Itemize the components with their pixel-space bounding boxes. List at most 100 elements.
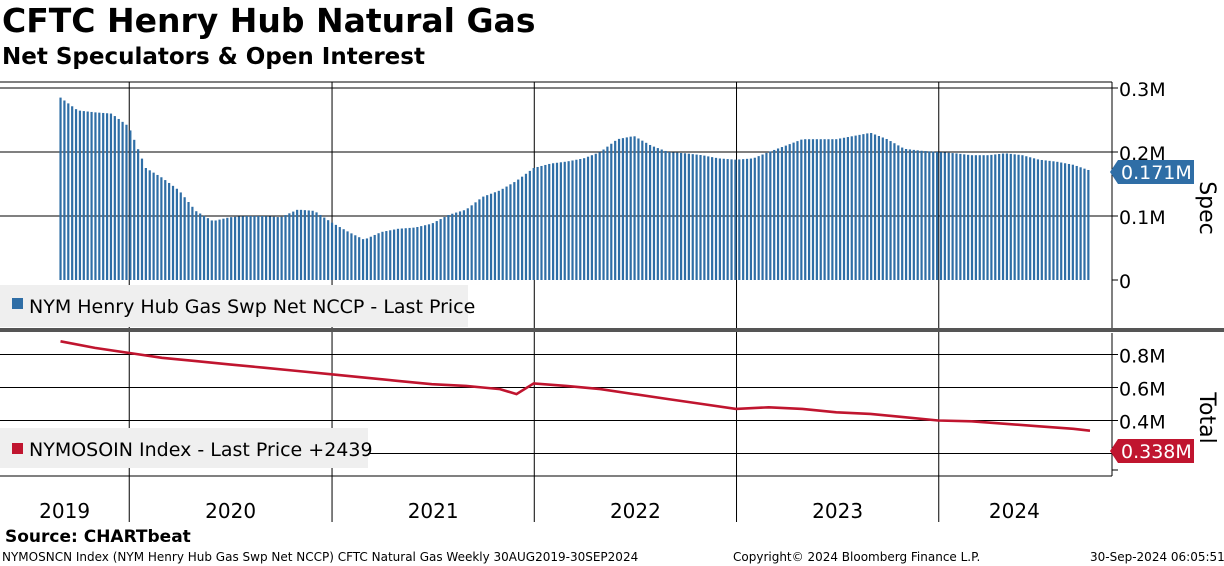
x-tick-label: 2022 — [610, 499, 661, 523]
spec-bar — [202, 215, 206, 280]
spec-bar — [210, 220, 213, 280]
spec-bar — [796, 141, 799, 280]
spec-bar — [133, 139, 136, 280]
spec-bar — [815, 139, 818, 280]
spec-bar — [218, 219, 221, 280]
spec-bar — [757, 156, 760, 280]
spec-bar — [206, 218, 210, 280]
spec-bar — [486, 195, 489, 280]
spec-bar — [680, 152, 683, 280]
spec-bar — [245, 216, 248, 280]
spec-bar — [90, 111, 93, 280]
timestamp: 30-Sep-2024 06:05:51 — [1090, 550, 1224, 564]
spec-bar — [63, 100, 66, 280]
spec-bar — [435, 221, 438, 280]
spec-bar — [970, 155, 974, 280]
spec-bar — [361, 239, 365, 280]
spec-legend-label: NYM Henry Hub Gas Swp Net NCCP - Last Pr… — [29, 296, 475, 318]
spec-bar — [773, 149, 776, 280]
spec-bar — [144, 168, 147, 280]
spec-bar — [648, 144, 652, 280]
x-tick-label: 2020 — [205, 499, 256, 523]
spec-bar — [939, 152, 943, 280]
spec-bar — [1036, 159, 1040, 280]
spec-bar — [303, 210, 306, 280]
spec-bar — [268, 216, 272, 280]
spec-bar — [1063, 163, 1067, 280]
spec-bar — [392, 229, 396, 280]
spec-bar — [943, 152, 946, 280]
spec-bar — [904, 148, 908, 280]
spec-bar — [253, 216, 256, 280]
spec-bar — [784, 145, 787, 280]
copyright-note: Copyright© 2024 Bloomberg Finance L.P. — [733, 550, 981, 564]
spec-bar — [1025, 156, 1028, 280]
spec-bar — [625, 137, 628, 280]
spec-bar — [311, 210, 314, 280]
spec-bar — [998, 153, 1001, 280]
spec-bar — [544, 164, 547, 280]
spec-bar — [951, 153, 954, 280]
spec-bar — [586, 156, 590, 280]
spec-bar — [451, 213, 454, 280]
spec-bar — [676, 152, 679, 280]
spec-bar — [520, 176, 524, 280]
spec-bar — [381, 231, 384, 280]
spec-bar — [1009, 153, 1012, 280]
spec-bar — [241, 216, 244, 280]
spec-bar — [912, 149, 915, 280]
spec-bar — [183, 197, 186, 280]
top-y-tick-label: 0.2M — [1119, 143, 1166, 165]
spec-bar — [226, 217, 229, 280]
spec-bar — [994, 154, 997, 280]
spec-bar — [272, 216, 275, 280]
spec-bar — [385, 231, 388, 280]
spec-bar — [493, 192, 497, 280]
spec-bar — [315, 212, 318, 280]
spec-bar — [121, 121, 124, 280]
spec-bar — [474, 202, 477, 280]
spec-bar — [695, 154, 698, 280]
spec-bar — [819, 139, 822, 280]
spec-bar — [470, 205, 473, 280]
spec-bars — [59, 97, 1090, 281]
spec-bar — [870, 133, 873, 280]
spec-bar — [827, 139, 830, 280]
spec-bar — [703, 155, 706, 280]
spec-bar — [540, 165, 543, 280]
spec-bar — [730, 159, 733, 280]
spec-bar — [369, 236, 372, 280]
spec-bar — [350, 233, 353, 280]
oi-legend-label: NYMOSOIN Index - Last Price +2439 — [29, 439, 373, 461]
spec-bar — [536, 166, 539, 280]
spec-bar — [1087, 169, 1090, 280]
spec-bar — [683, 153, 687, 280]
spec-bar — [1032, 158, 1036, 280]
spec-bar — [230, 217, 233, 280]
spec-bar — [455, 212, 458, 280]
spec-bar — [86, 111, 89, 281]
spec-bar — [377, 233, 380, 280]
top-y-tick-label: 0 — [1119, 271, 1131, 293]
spec-bar — [1044, 160, 1047, 280]
spec-bar — [645, 142, 648, 280]
spec-bar — [148, 170, 151, 280]
spec-bar — [299, 209, 303, 280]
spec-bar — [788, 144, 791, 280]
spec-bar — [854, 135, 857, 280]
spec-bar — [594, 153, 597, 280]
spec-bar — [908, 149, 912, 280]
spec-bar — [1029, 157, 1032, 280]
spec-bar — [466, 208, 469, 280]
chart-title: CFTC Henry Hub Natural Gas — [2, 1, 536, 40]
spec-bar — [804, 139, 807, 280]
spec-bar — [164, 180, 167, 280]
spec-bar — [928, 151, 931, 280]
spec-bar — [319, 214, 322, 280]
spec-bar — [98, 112, 101, 280]
spec-bar — [660, 149, 663, 280]
spec-bar — [1052, 161, 1055, 280]
spec-bar — [897, 145, 900, 280]
spec-bar — [711, 157, 714, 280]
